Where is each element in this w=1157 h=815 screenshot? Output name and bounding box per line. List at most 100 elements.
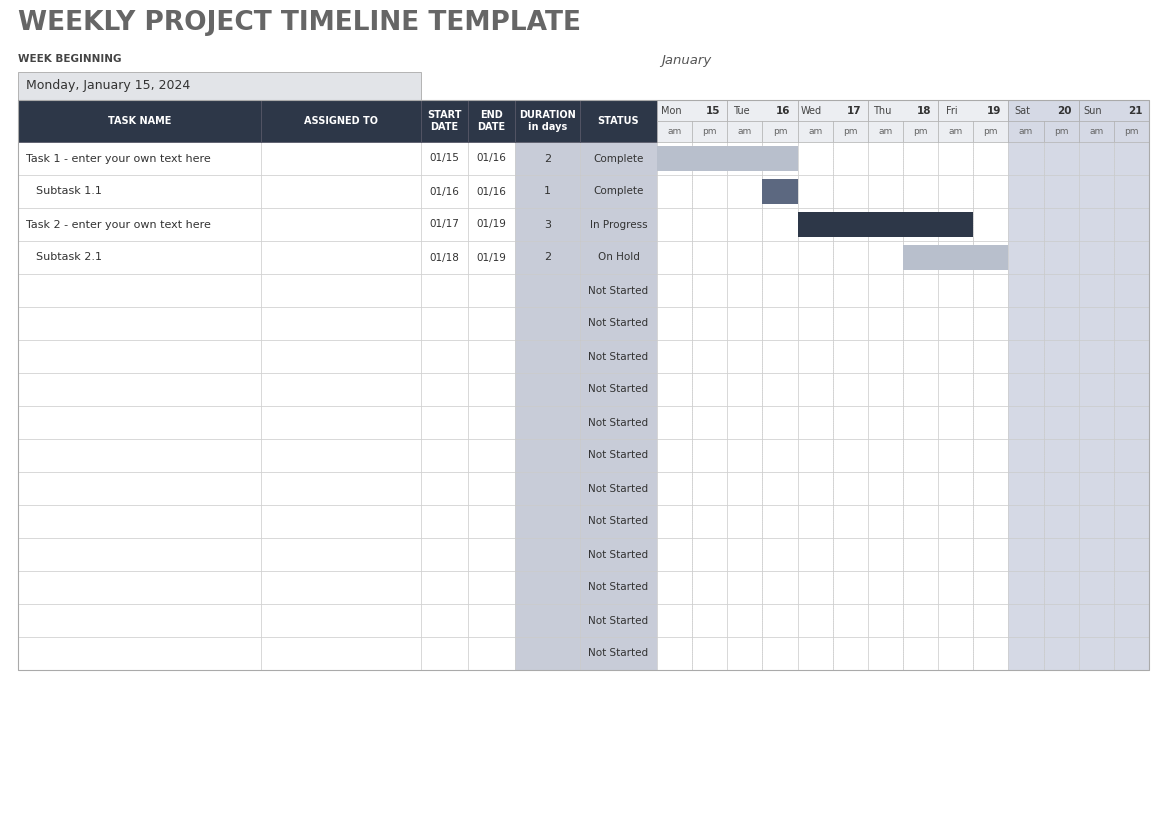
- Bar: [692, 571, 728, 604]
- Bar: [657, 472, 692, 505]
- Bar: [692, 637, 728, 670]
- Bar: [797, 340, 833, 373]
- Bar: [1078, 340, 1114, 373]
- Bar: [19, 142, 261, 175]
- Text: 01/18: 01/18: [429, 253, 459, 262]
- Bar: [657, 175, 692, 208]
- Bar: [1009, 538, 1044, 571]
- Bar: [515, 340, 580, 373]
- Text: am: am: [949, 127, 963, 136]
- Text: Tue: Tue: [734, 105, 750, 116]
- Bar: [19, 637, 261, 670]
- Bar: [1009, 307, 1044, 340]
- Bar: [902, 604, 938, 637]
- Bar: [868, 505, 902, 538]
- Bar: [938, 241, 973, 274]
- Bar: [1114, 241, 1149, 274]
- Bar: [868, 307, 902, 340]
- Bar: [728, 604, 762, 637]
- Text: 01/19: 01/19: [477, 219, 507, 230]
- Bar: [902, 472, 938, 505]
- Bar: [902, 307, 938, 340]
- Bar: [938, 538, 973, 571]
- Bar: [797, 274, 833, 307]
- Bar: [762, 472, 797, 505]
- Bar: [797, 142, 833, 175]
- Bar: [938, 373, 973, 406]
- Bar: [728, 100, 797, 121]
- Bar: [902, 241, 938, 274]
- Bar: [261, 208, 421, 241]
- Bar: [938, 274, 973, 307]
- Bar: [261, 538, 421, 571]
- Bar: [797, 307, 833, 340]
- Bar: [1009, 340, 1044, 373]
- Bar: [19, 439, 261, 472]
- Text: pm: pm: [773, 127, 787, 136]
- Bar: [261, 307, 421, 340]
- Bar: [692, 142, 728, 175]
- Bar: [19, 340, 261, 373]
- Bar: [580, 373, 657, 406]
- Bar: [1044, 472, 1078, 505]
- Bar: [868, 142, 902, 175]
- Bar: [580, 538, 657, 571]
- Bar: [580, 307, 657, 340]
- Bar: [1078, 307, 1114, 340]
- Bar: [868, 274, 902, 307]
- Bar: [657, 340, 692, 373]
- Bar: [973, 406, 1009, 439]
- Text: DURATION
in days: DURATION in days: [519, 110, 576, 132]
- Bar: [762, 637, 797, 670]
- Bar: [580, 406, 657, 439]
- Bar: [902, 245, 1009, 270]
- Bar: [762, 340, 797, 373]
- Bar: [902, 637, 938, 670]
- Bar: [580, 274, 657, 307]
- Bar: [797, 472, 833, 505]
- Bar: [692, 208, 728, 241]
- Bar: [515, 241, 580, 274]
- Bar: [1044, 571, 1078, 604]
- Bar: [1044, 505, 1078, 538]
- Bar: [261, 637, 421, 670]
- Bar: [1078, 373, 1114, 406]
- Bar: [421, 571, 467, 604]
- Text: Sat: Sat: [1015, 105, 1031, 116]
- Bar: [1078, 208, 1114, 241]
- Bar: [762, 179, 797, 204]
- Bar: [728, 505, 762, 538]
- Text: Not Started: Not Started: [589, 351, 649, 362]
- Bar: [868, 241, 902, 274]
- Bar: [868, 100, 938, 121]
- Bar: [1009, 373, 1044, 406]
- Bar: [1044, 307, 1078, 340]
- Text: pm: pm: [843, 127, 857, 136]
- Text: END
DATE: END DATE: [478, 110, 506, 132]
- Bar: [762, 274, 797, 307]
- Bar: [580, 208, 657, 241]
- Bar: [973, 208, 1009, 241]
- Bar: [902, 439, 938, 472]
- Text: Complete: Complete: [594, 153, 643, 164]
- Text: On Hold: On Hold: [597, 253, 640, 262]
- Text: Not Started: Not Started: [589, 517, 649, 526]
- Bar: [868, 208, 902, 241]
- Bar: [1044, 121, 1078, 142]
- Bar: [728, 175, 762, 208]
- Bar: [692, 121, 728, 142]
- Text: pm: pm: [1054, 127, 1068, 136]
- Bar: [973, 373, 1009, 406]
- Bar: [1044, 274, 1078, 307]
- Bar: [19, 406, 261, 439]
- Bar: [1044, 406, 1078, 439]
- Bar: [421, 340, 467, 373]
- Bar: [421, 175, 467, 208]
- Bar: [421, 538, 467, 571]
- Bar: [580, 175, 657, 208]
- Bar: [1114, 571, 1149, 604]
- Bar: [467, 538, 515, 571]
- Text: 01/16: 01/16: [477, 153, 507, 164]
- Bar: [19, 307, 261, 340]
- Bar: [833, 439, 868, 472]
